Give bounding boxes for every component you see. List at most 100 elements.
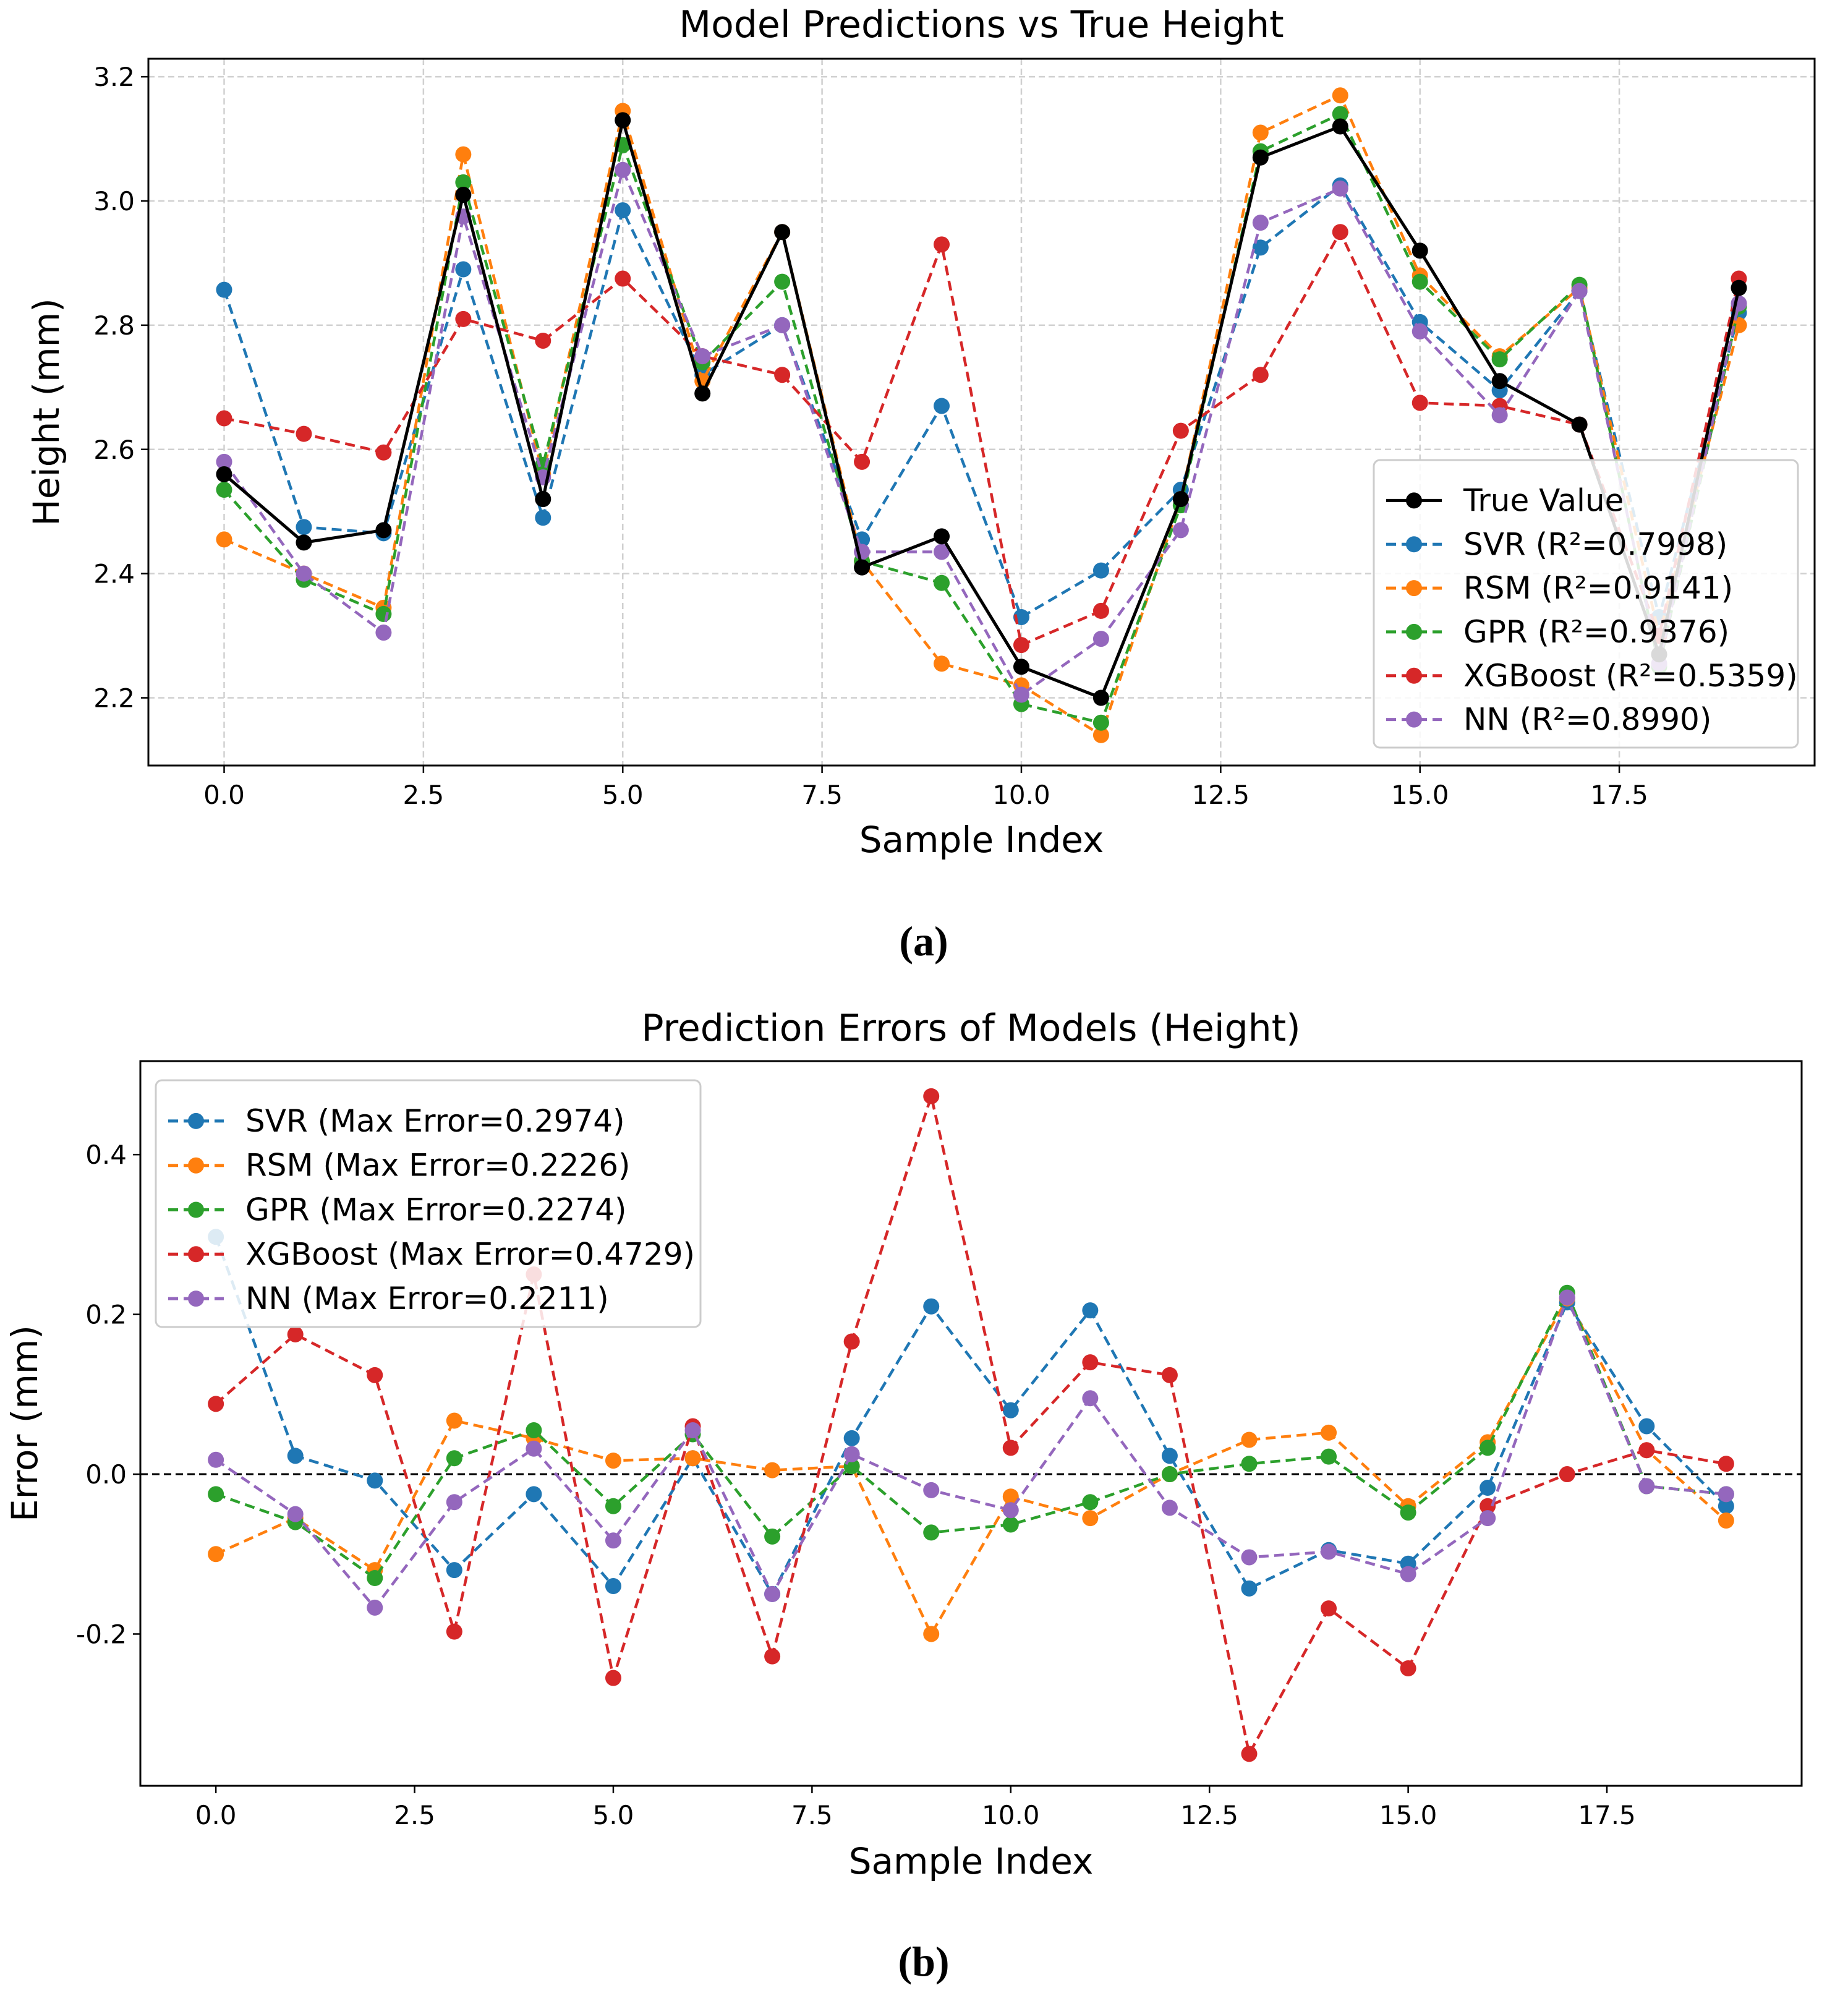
data-point <box>1241 1431 1258 1448</box>
data-point <box>287 1448 304 1464</box>
series-line <box>223 112 1740 725</box>
y-tick-label: 2.2 <box>93 683 135 714</box>
data-point <box>774 367 791 383</box>
data-point <box>1332 106 1348 122</box>
legend-item: GPR (Max Error=0.2274) <box>168 1192 627 1228</box>
data-point <box>1480 1480 1496 1496</box>
data-point <box>684 1450 701 1467</box>
x-tick-label: 2.5 <box>402 780 444 810</box>
data-point <box>287 1326 304 1342</box>
x-tick-label: 7.5 <box>791 1800 833 1830</box>
y-tick-label: 3.2 <box>93 62 135 92</box>
data-point <box>216 466 232 482</box>
data-point <box>1718 1456 1734 1472</box>
series-line <box>215 1091 1727 1758</box>
data-point <box>1092 727 1109 743</box>
data-point <box>1559 1289 1575 1306</box>
legend-marker <box>188 1201 204 1218</box>
data-point <box>455 261 472 278</box>
data-point <box>1013 686 1029 703</box>
data-point <box>1002 1502 1019 1519</box>
data-point <box>446 1450 462 1467</box>
x-tick-label: 15.0 <box>1379 1800 1437 1830</box>
data-point <box>1092 714 1109 731</box>
data-point <box>1571 416 1588 433</box>
data-point <box>1412 323 1428 339</box>
data-point <box>774 273 791 290</box>
x-tick-label: 5.0 <box>593 1800 634 1830</box>
data-point <box>208 1486 224 1503</box>
legend-label: GPR (R²=0.9376) <box>1463 614 1729 650</box>
data-point <box>1252 367 1269 383</box>
data-point <box>774 224 791 241</box>
data-point <box>455 310 472 327</box>
legend-item: XGBoost (R²=0.5359) <box>1386 658 1798 694</box>
data-point <box>1252 149 1269 166</box>
x-tick-label: 10.0 <box>982 1800 1040 1830</box>
data-point <box>615 202 631 219</box>
series-xgboost <box>208 1088 1734 1762</box>
y-tick-label: 3.0 <box>93 186 135 216</box>
data-point <box>694 348 711 365</box>
legend-item: True Value <box>1386 482 1624 518</box>
x-tick-label: 2.5 <box>394 1800 435 1830</box>
data-point <box>367 1472 383 1489</box>
series-rsm <box>208 1290 1734 1642</box>
data-point <box>446 1412 462 1429</box>
data-point <box>287 1506 304 1522</box>
legend-marker <box>1406 623 1422 640</box>
data-point <box>1731 279 1747 296</box>
data-point <box>1480 1510 1496 1527</box>
legend-label: NN (Max Error=0.2211) <box>245 1281 609 1316</box>
data-point <box>1400 1660 1416 1677</box>
series-xgboost <box>216 224 1747 654</box>
data-point <box>1321 1424 1337 1441</box>
data-point <box>216 453 232 470</box>
data-point <box>1718 1498 1734 1514</box>
y-tick-label: -0.2 <box>76 1619 127 1649</box>
legend-label: NN (R²=0.8990) <box>1463 702 1711 738</box>
data-point <box>367 1367 383 1383</box>
data-point <box>1241 1549 1258 1566</box>
data-point <box>615 112 631 129</box>
data-point <box>1718 1486 1734 1503</box>
series-line <box>223 93 1740 738</box>
figure-caption: (a) <box>899 918 948 965</box>
legend-item: NN (R²=0.8990) <box>1386 702 1711 738</box>
data-point <box>526 1440 542 1457</box>
data-point <box>1332 87 1348 104</box>
data-point <box>1718 1512 1734 1529</box>
data-point <box>615 161 631 178</box>
figure-caption: (b) <box>898 1938 949 1985</box>
y-tick-label: 2.8 <box>93 310 135 341</box>
data-point <box>1092 631 1109 647</box>
data-point <box>216 482 232 498</box>
data-point <box>854 559 871 576</box>
series-line <box>215 1295 1727 1637</box>
data-point <box>1172 522 1189 539</box>
legend-item: SVR (Max Error=0.2974) <box>168 1103 625 1139</box>
y-tick-label: 2.6 <box>93 435 135 465</box>
data-point <box>843 1446 860 1462</box>
data-point <box>367 1570 383 1587</box>
data-point <box>375 625 392 641</box>
data-point <box>296 534 312 551</box>
series-line <box>223 165 1740 697</box>
series-line <box>223 119 1740 700</box>
data-point <box>1161 1500 1178 1516</box>
data-point <box>1412 395 1428 411</box>
data-point <box>1002 1402 1019 1419</box>
data-point <box>375 605 392 622</box>
data-point <box>375 522 392 539</box>
data-point <box>1571 283 1588 299</box>
data-point <box>296 565 312 582</box>
x-tick-label: 15.0 <box>1391 780 1449 810</box>
series-line <box>223 183 1740 620</box>
data-point <box>1082 1494 1099 1511</box>
data-point <box>1092 602 1109 619</box>
x-tick-label: 5.0 <box>602 780 644 810</box>
legend: SVR (Max Error=0.2974) RSM (Max Error=0.2… <box>155 1079 702 1328</box>
y-axis-label: Error (mm) <box>4 1325 46 1522</box>
y-tick-label: 0.0 <box>85 1459 127 1490</box>
data-point <box>216 281 232 298</box>
